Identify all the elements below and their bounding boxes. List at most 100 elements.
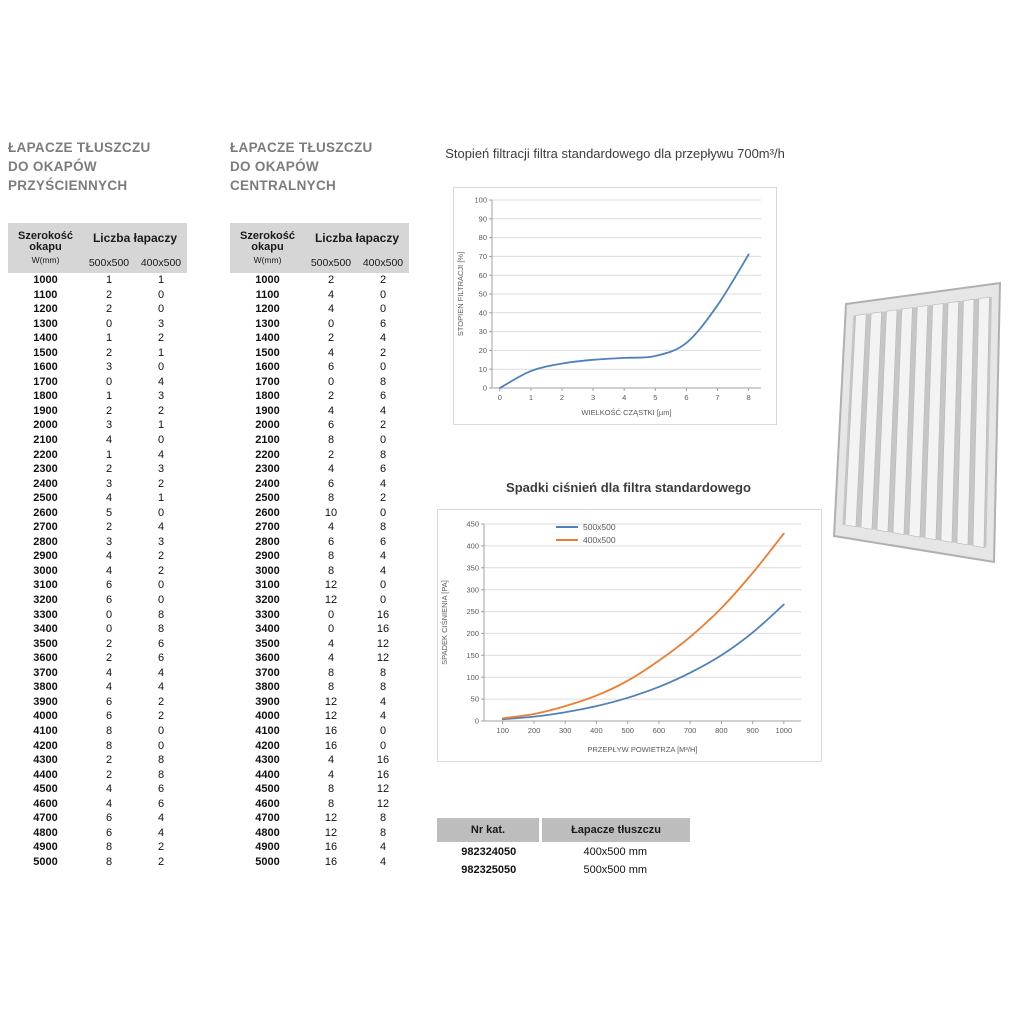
- central-filters-table: Szerokość okapu W(mm) Liczba łapaczy 500…: [230, 223, 409, 869]
- width-column-header-unit: W(mm): [31, 254, 60, 265]
- table-row: 4300 4 16: [255, 754, 390, 767]
- svg-text:6: 6: [684, 393, 688, 402]
- svg-text:700: 700: [684, 726, 697, 735]
- svg-text:300: 300: [559, 726, 572, 735]
- legend-item: 500x500: [556, 522, 616, 532]
- width-column-header-unit: W(mm): [253, 254, 282, 265]
- svg-text:100: 100: [466, 673, 479, 682]
- svg-text:50: 50: [479, 290, 487, 299]
- table-row: 1600 6 0: [255, 361, 387, 374]
- svg-text:40: 40: [479, 308, 487, 317]
- count-group-header: Liczba łapaczy: [305, 223, 409, 253]
- central-table-body: 1000 2 2 1100 4 0 1200 4 0 1300 0 6 1400 2 4 1500 4 2 1600…: [230, 273, 409, 869]
- svg-text:100: 100: [496, 726, 509, 735]
- svg-text:PRZEPŁYW POWIETRZA [M³/H]: PRZEPŁYW POWIETRZA [M³/H]: [587, 745, 697, 754]
- catalog-header-type: Łapacze tłuszczu: [540, 818, 690, 842]
- table-row: 3100 6 0: [33, 579, 165, 592]
- svg-text:4: 4: [622, 393, 626, 402]
- svg-text:80: 80: [479, 233, 487, 242]
- svg-text:300: 300: [466, 585, 479, 594]
- table-row: 4000 6 2: [33, 710, 165, 723]
- central-hoods-section: ŁAPACZE TŁUSZCZU DO OKAPÓW CENTRALNYCH S…: [230, 138, 409, 869]
- size-column-header-400: 400x500: [135, 253, 187, 273]
- svg-text:0: 0: [475, 717, 479, 726]
- grease-filter-svg: [832, 281, 1002, 564]
- width-column-header-label: Szerokość okapu: [17, 229, 74, 254]
- svg-text:800: 800: [715, 726, 728, 735]
- wall-filters-table: Szerokość okapu W(mm) Liczba łapaczy 500…: [8, 223, 187, 869]
- chart-legend: 500x500 400x500: [556, 522, 616, 545]
- svg-text:60: 60: [479, 271, 487, 280]
- table-row: 1000 1 1: [33, 274, 165, 286]
- wall-title-line-3: PRZYŚCIENNYCH: [8, 178, 128, 193]
- table-row: 1200 4 0: [255, 303, 387, 316]
- size-column-header-500: 500x500: [305, 253, 357, 273]
- pressure-drop-chart-section: Spadki ciśnień dla filtra standardowego …: [437, 480, 822, 762]
- table-row: 3600 2 6: [33, 652, 165, 665]
- svg-text:350: 350: [466, 563, 479, 572]
- legend-swatch: [556, 526, 578, 528]
- table-row: 4900 8 2: [33, 841, 165, 854]
- table-row: 1500 2 1: [33, 346, 165, 359]
- svg-text:70: 70: [479, 252, 487, 261]
- svg-text:20: 20: [479, 346, 487, 355]
- table-row: 982325050 500x500 mm: [461, 863, 648, 876]
- table-row: 982324050 400x500 mm: [461, 845, 648, 858]
- table-row: 1800 1 3: [33, 390, 165, 403]
- table-row: 1700 0 4: [33, 375, 165, 388]
- legend-swatch: [556, 539, 578, 541]
- table-row: 2800 6 6: [255, 535, 387, 548]
- svg-text:5: 5: [653, 393, 657, 402]
- size-column-header-500: 500x500: [83, 253, 135, 273]
- size-column-header-400: 400x500: [357, 253, 409, 273]
- filtration-chart-section: Stopień filtracji filtra standardowego d…: [437, 146, 793, 425]
- table-row: 4300 2 8: [33, 754, 165, 767]
- table-row: 4800 12 8: [255, 826, 387, 839]
- svg-text:30: 30: [479, 327, 487, 336]
- table-row: 1000 2 2: [255, 274, 387, 286]
- table-row: 3200 6 0: [33, 594, 165, 607]
- legend-label: 400x500: [583, 535, 616, 545]
- table-row: 1600 3 0: [33, 361, 165, 374]
- table-row: 3300 0 16: [255, 608, 390, 621]
- table-row: 2300 2 3: [33, 463, 165, 476]
- central-title-line-3: CENTRALNYCH: [230, 178, 337, 193]
- svg-text:10: 10: [479, 365, 487, 374]
- catalog-header-nr: Nr kat.: [437, 818, 542, 842]
- svg-text:90: 90: [479, 214, 487, 223]
- table-row: 1300 0 6: [255, 317, 387, 330]
- legend-label: 500x500: [583, 522, 616, 532]
- wall-table-body: 1000 1 1 1100 2 0 1200 2 0 1300 0 3 1400 1 2 1500 2 1 1600…: [8, 273, 187, 869]
- table-row: 3700 4 4: [33, 666, 165, 679]
- svg-text:50: 50: [471, 695, 479, 704]
- table-row: 3700 8 8: [255, 666, 387, 679]
- table-row: 4600 4 6: [33, 797, 165, 810]
- grease-filter-illustration: [824, 276, 1024, 576]
- table-row: 4700 12 8: [255, 812, 387, 825]
- table-row: 3900 6 2: [33, 695, 165, 708]
- central-title-line-1: ŁAPACZE TŁUSZCZU: [230, 140, 373, 155]
- table-row: 1400 1 2: [33, 332, 165, 345]
- table-row: 4100 8 0: [33, 724, 165, 737]
- table-row: 3800 8 8: [255, 681, 387, 694]
- pressure-drop-chart-title: Spadki ciśnień dla filtra standardowego: [506, 480, 751, 495]
- pressure-drop-chart-svg: 0 50 100 150 200 250 300 350 400 450 100 200 300 400 5…: [440, 520, 801, 754]
- svg-text:1: 1: [529, 393, 533, 402]
- table-row: 4800 6 4: [33, 826, 165, 839]
- table-row: 4200 8 0: [33, 739, 165, 752]
- svg-text:3: 3: [591, 393, 595, 402]
- table-row: 4000 12 4: [255, 710, 387, 723]
- filtration-chart: 0 10 20 30 40 50 60 70 80 90 100 0 1 2 3 4 5 6 7 8 WIELKOŚĆ …: [453, 187, 777, 425]
- svg-text:0: 0: [483, 384, 487, 393]
- table-row: 2900 8 4: [255, 550, 387, 563]
- table-row: 2800 3 3: [33, 535, 165, 548]
- table-row: 2600 5 0: [33, 506, 165, 519]
- table-row: 4100 16 0: [255, 724, 387, 737]
- table-row: 2300 4 6: [255, 463, 387, 476]
- table-row: 2700 4 8: [255, 521, 387, 534]
- legend-item: 400x500: [556, 535, 616, 545]
- table-row: 1300 0 3: [33, 317, 165, 330]
- svg-text:8: 8: [747, 393, 751, 402]
- table-row: 3400 0 8: [33, 623, 165, 636]
